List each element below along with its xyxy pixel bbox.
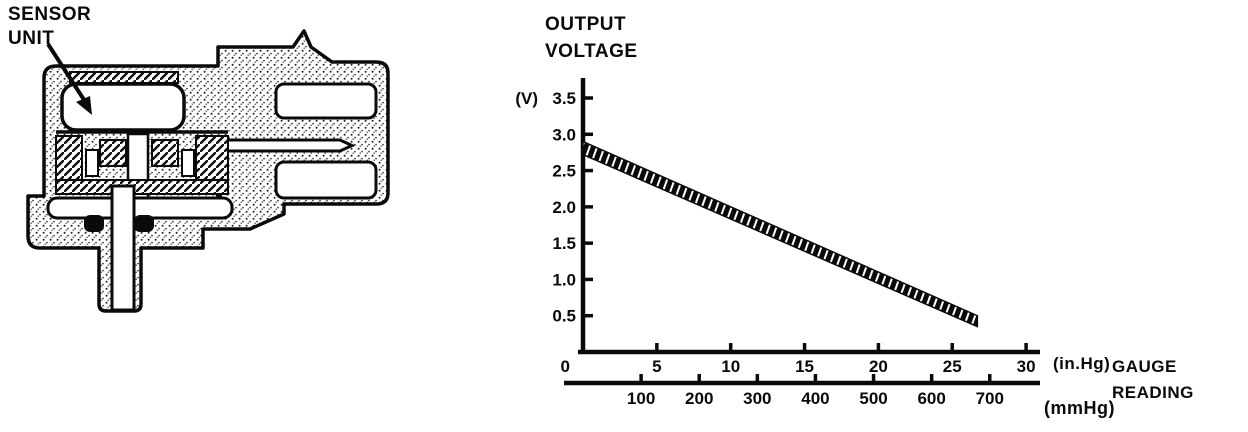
chart-ticks: 3.5 3.0 2.5 2.0 1.5 1.0 0.5 5 10 15 20 25 30 100 200 30… (552, 89, 1035, 408)
mech-white-a (85, 149, 99, 177)
svg-text:20: 20 (869, 357, 888, 376)
output-voltage-chart: 3.5 3.0 2.5 2.0 1.5 1.0 0.5 5 10 15 20 25 30 100 200 30… (515, 78, 1040, 408)
connector-slot-upper (274, 82, 378, 120)
chart-title: OUTPUT VOLTAGE (545, 14, 638, 62)
svg-text:25: 25 (943, 357, 962, 376)
x-axis-unit-inhg: (in.Hg) (1053, 354, 1111, 373)
x-axis-unit-mmhg: (mmHg) (1044, 398, 1115, 418)
svg-text:300: 300 (743, 389, 771, 408)
svg-text:400: 400 (801, 389, 829, 408)
mech-hatch-strip (55, 179, 229, 195)
pointer-arrowhead-icon (76, 96, 92, 115)
svg-text:2.5: 2.5 (552, 162, 576, 181)
svg-text:15: 15 (795, 357, 814, 376)
x-axis-name: GAUGE READING (1112, 357, 1194, 403)
svg-text:100: 100 (627, 389, 655, 408)
sensor-cavity (60, 82, 186, 132)
cap-hatch (69, 71, 179, 84)
svg-text:10: 10 (721, 357, 740, 376)
chart-axes (564, 78, 1040, 386)
vacuum-channel (110, 184, 136, 312)
terminal-blade-icon (220, 138, 356, 153)
sensor-diagram (26, 29, 390, 313)
mech-hatch-b (99, 139, 127, 167)
origin-tick-label: 0 (561, 357, 570, 376)
svg-text:3.5: 3.5 (552, 89, 576, 108)
svg-text:5: 5 (652, 357, 661, 376)
seal-right (134, 215, 154, 232)
svg-text:500: 500 (859, 389, 887, 408)
svg-text:0.5: 0.5 (552, 307, 576, 326)
svg-text:1.5: 1.5 (552, 234, 576, 253)
svg-text:2.0: 2.0 (552, 198, 576, 217)
svg-text:30: 30 (1017, 357, 1036, 376)
seal-left (84, 215, 104, 232)
mech-hatch-c (151, 139, 179, 167)
pointer-arrow-line (46, 42, 90, 108)
y-axis-unit: (V) (515, 89, 538, 108)
sensor-unit-label: SENSOR UNIT (8, 4, 92, 49)
svg-text:3.0: 3.0 (552, 125, 576, 144)
svg-text:700: 700 (976, 389, 1004, 408)
svg-text:1.0: 1.0 (552, 270, 576, 289)
mech-white-c (181, 149, 195, 177)
voltage-tolerance-band (582, 140, 979, 328)
svg-text:600: 600 (917, 389, 945, 408)
svg-text:200: 200 (685, 389, 713, 408)
connector-slot-lower (274, 160, 378, 200)
